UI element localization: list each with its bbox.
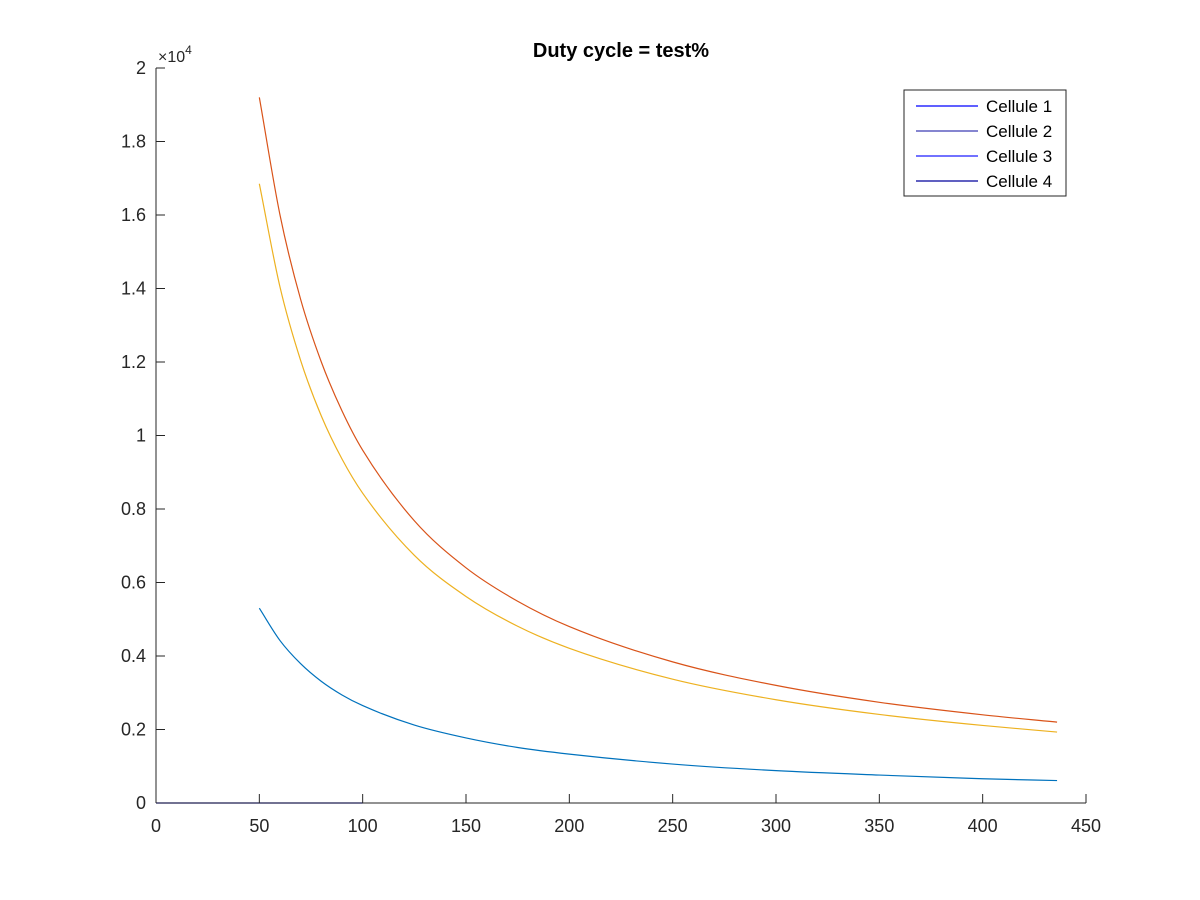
series-line-3 [258, 607, 1058, 782]
x-tick-label: 0 [151, 816, 161, 836]
x-tick-label: 100 [348, 816, 378, 836]
legend-box [903, 89, 1067, 197]
legend-label: Cellule 3 [986, 147, 1052, 166]
y-tick-label: 0.2 [121, 720, 146, 740]
x-tick-label: 300 [761, 816, 791, 836]
series-layer [156, 97, 1058, 804]
x-tick-label: 50 [249, 816, 269, 836]
y-exponent-base: ×10 [158, 49, 185, 66]
y-tick-label: 0.4 [121, 646, 146, 666]
y-tick-label: 1.8 [121, 132, 146, 152]
legend-label: Cellule 1 [986, 97, 1052, 116]
y-exponent-label: ×104 [158, 43, 192, 66]
y-ticks: 0 0.2 0.4 0.6 0.8 1 1.2 1.4 1.6 1.8 2 [121, 58, 165, 813]
y-tick-label: 1.2 [121, 352, 146, 372]
legend-label: Cellule 2 [986, 122, 1052, 141]
legend: Cellule 1 Cellule 2 Cellule 3 Cellule 4 [903, 89, 1067, 197]
x-tick-label: 350 [864, 816, 894, 836]
chart-title: Duty cycle = test% [533, 40, 709, 62]
series-line-1 [258, 97, 1058, 723]
x-tick-label: 200 [554, 816, 584, 836]
x-tick-label: 250 [658, 816, 688, 836]
y-tick-label: 1.4 [121, 279, 146, 299]
y-tick-label: 2 [136, 58, 146, 78]
x-tick-label: 450 [1071, 816, 1101, 836]
y-exponent-power: 4 [185, 43, 192, 57]
series-line-2 [258, 183, 1058, 733]
y-tick-label: 0.6 [121, 573, 146, 593]
y-tick-label: 1.6 [121, 205, 146, 225]
legend-label: Cellule 4 [986, 172, 1052, 191]
y-tick-label: 0.8 [121, 499, 146, 519]
x-tick-label: 150 [451, 816, 481, 836]
x-tick-label: 400 [968, 816, 998, 836]
y-tick-label: 1 [136, 426, 146, 446]
y-tick-label: 0 [136, 793, 146, 813]
x-ticks: 0 50 100 150 200 250 300 350 400 450 [151, 794, 1101, 836]
